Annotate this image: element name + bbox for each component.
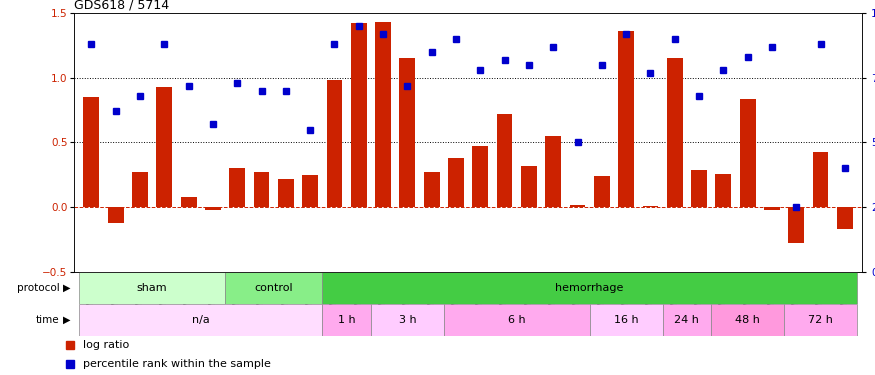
- Text: sham: sham: [136, 283, 167, 293]
- Bar: [545, 136, 561, 207]
- Bar: [302, 175, 318, 207]
- Bar: [716, 174, 732, 207]
- Bar: [80, 272, 225, 304]
- Text: 48 h: 48 h: [735, 315, 760, 325]
- Text: control: control: [255, 283, 293, 293]
- Bar: [662, 304, 711, 336]
- Bar: [590, 304, 662, 336]
- Bar: [225, 272, 322, 304]
- Bar: [424, 172, 439, 207]
- Bar: [322, 272, 857, 304]
- Bar: [108, 207, 123, 223]
- Bar: [83, 97, 99, 207]
- Bar: [739, 99, 755, 207]
- Text: protocol: protocol: [17, 283, 60, 293]
- Bar: [619, 31, 634, 207]
- Bar: [711, 304, 784, 336]
- Bar: [764, 207, 780, 210]
- Bar: [205, 207, 220, 210]
- Bar: [784, 304, 857, 336]
- Text: hemorrhage: hemorrhage: [556, 283, 624, 293]
- Bar: [521, 166, 536, 207]
- Text: 1 h: 1 h: [338, 315, 355, 325]
- Bar: [813, 152, 829, 207]
- Bar: [691, 170, 707, 207]
- Bar: [229, 168, 245, 207]
- Bar: [80, 304, 322, 336]
- Bar: [254, 172, 270, 207]
- Bar: [400, 58, 416, 207]
- Text: log ratio: log ratio: [83, 340, 130, 350]
- Bar: [642, 206, 658, 207]
- Text: 24 h: 24 h: [675, 315, 699, 325]
- Bar: [473, 146, 488, 207]
- Bar: [444, 304, 590, 336]
- Bar: [837, 207, 853, 229]
- Text: GDS618 / 5714: GDS618 / 5714: [74, 0, 170, 12]
- Bar: [157, 87, 172, 207]
- Text: 3 h: 3 h: [398, 315, 416, 325]
- Bar: [322, 304, 371, 336]
- Bar: [371, 304, 444, 336]
- Bar: [181, 197, 197, 207]
- Bar: [375, 22, 391, 207]
- Text: time: time: [36, 315, 60, 325]
- Bar: [788, 207, 804, 243]
- Bar: [667, 58, 682, 207]
- Bar: [570, 205, 585, 207]
- Bar: [278, 179, 294, 207]
- Text: 72 h: 72 h: [808, 315, 833, 325]
- Bar: [497, 114, 513, 207]
- Text: ▶: ▶: [63, 315, 71, 325]
- Bar: [132, 172, 148, 207]
- Text: n/a: n/a: [192, 315, 210, 325]
- Text: percentile rank within the sample: percentile rank within the sample: [83, 359, 271, 369]
- Bar: [326, 80, 342, 207]
- Bar: [448, 158, 464, 207]
- Text: 16 h: 16 h: [613, 315, 639, 325]
- Bar: [594, 176, 610, 207]
- Text: ▶: ▶: [63, 283, 71, 293]
- Bar: [351, 24, 367, 207]
- Text: 6 h: 6 h: [507, 315, 526, 325]
